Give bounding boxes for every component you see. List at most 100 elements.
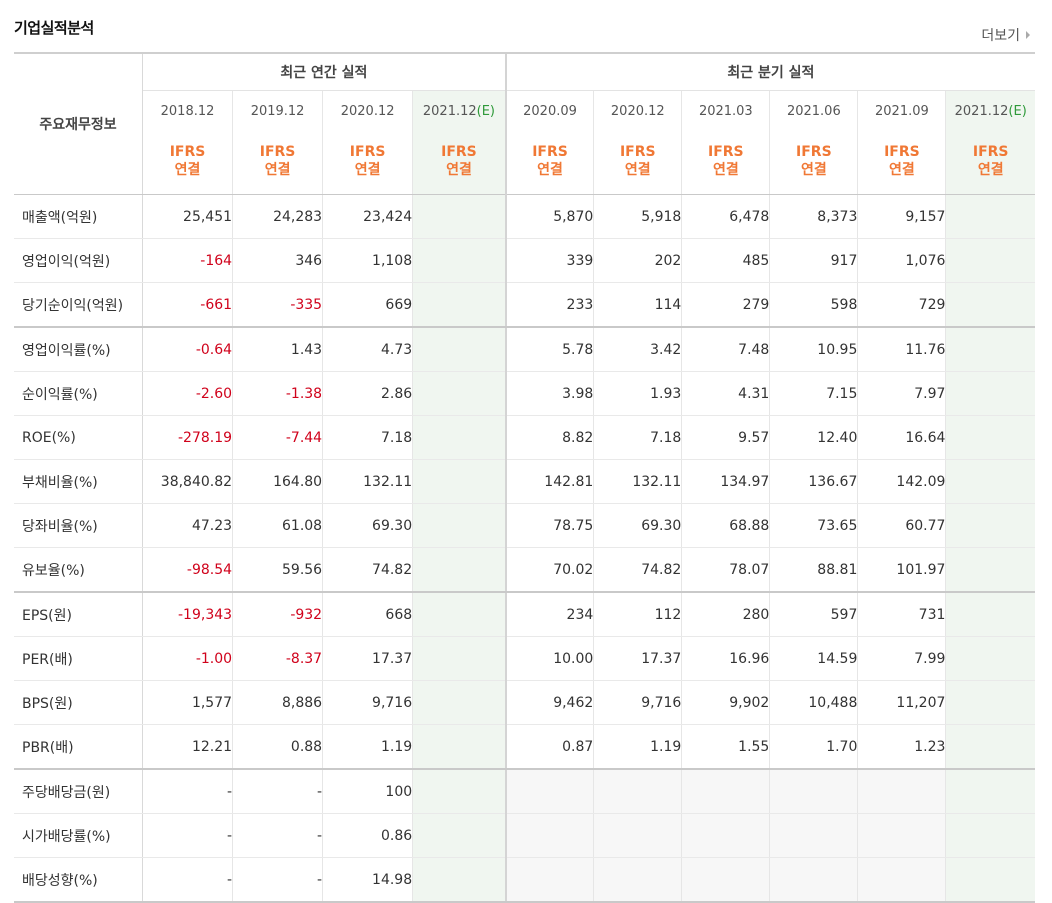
table-cell: -: [232, 769, 323, 814]
table-cell: 23,424: [322, 194, 413, 239]
table-cell: -1.38: [232, 371, 323, 416]
table-row: 배당성향(%) - -14.98: [14, 857, 1035, 903]
table-cell: 70.02: [504, 547, 594, 593]
consolidated-label: 연결: [446, 162, 472, 178]
period-header: 2020.09: [504, 90, 594, 132]
table-row: ROE(%) -278.19 -7.44 7.18 8.82 7.18 9.57 12.40 1…: [14, 415, 1035, 460]
table-cell: [945, 592, 1035, 637]
period-label: 2021.06: [786, 104, 841, 119]
table-cell: 61.08: [232, 503, 323, 548]
table-cell: 9,716: [593, 680, 682, 725]
table-cell: [504, 857, 594, 903]
table-cell: 1,577: [142, 680, 233, 725]
estimate-marker: (E): [476, 104, 495, 119]
table-row: 순이익률(%) -2.60 -1.38 2.86 3.98 1.93 4.31 7.15 7.9…: [14, 371, 1035, 416]
ifrs-badge: IFRS 연결: [322, 132, 413, 195]
table-cell: 1.55: [681, 724, 770, 770]
ifrs-label: IFRS: [259, 144, 296, 160]
row-label: 주당배당금(원): [14, 769, 143, 814]
table-cell: -98.54: [142, 547, 233, 593]
period-header: 2021.09: [857, 90, 946, 132]
table-cell: 4.73: [322, 327, 413, 372]
consolidated-label: 연결: [889, 162, 915, 178]
table-cell: 9,157: [857, 194, 946, 239]
table-cell: [412, 724, 506, 770]
table-cell: [945, 680, 1035, 725]
table-cell: [412, 459, 506, 504]
table-cell: 669: [322, 282, 413, 328]
table-cell: 69.30: [593, 503, 682, 548]
table-cell: 7.18: [322, 415, 413, 460]
more-label: 더보기: [981, 28, 1020, 44]
table-cell: [681, 813, 770, 858]
table-cell: 202: [593, 238, 682, 283]
table-cell: 9,462: [504, 680, 594, 725]
table-cell: [945, 636, 1035, 681]
table-cell: [945, 282, 1035, 328]
table-cell: 78.75: [504, 503, 594, 548]
financial-table: 주요재무정보 최근 연간 실적 최근 분기 실적 2018.12 2019.12 2…: [14, 52, 1035, 903]
more-link[interactable]: 더보기: [981, 25, 1030, 45]
table-cell: [857, 813, 946, 858]
period-header: 2018.12: [142, 90, 233, 132]
table-cell: [593, 813, 682, 858]
consolidated-label: 연결: [800, 162, 827, 178]
table-cell: 5,918: [593, 194, 682, 239]
table-cell: [504, 769, 594, 814]
table-cell: 25,451: [142, 194, 233, 239]
ifrs-badge: IFRS 연결: [593, 132, 682, 195]
ifrs-badge: IFRS 연결: [504, 132, 594, 195]
period-header: 2021.06: [769, 90, 858, 132]
table-cell: [769, 813, 858, 858]
table-cell: [945, 547, 1035, 593]
table-cell: 7.18: [593, 415, 682, 460]
ifrs-badge: IFRS 연결: [681, 132, 770, 195]
table-cell: [412, 503, 506, 548]
ifrs-label: IFRS: [169, 144, 206, 160]
table-cell: 5.78: [504, 327, 594, 372]
table-cell: 7.48: [681, 327, 770, 372]
table-cell: 7.15: [769, 371, 858, 416]
table-cell: 100: [322, 769, 413, 814]
table-row: 주당배당금(원) - -100: [14, 769, 1035, 814]
table-cell: 0.88: [232, 724, 323, 770]
estimate-marker: (E): [1008, 104, 1027, 119]
table-cell: 346: [232, 238, 323, 283]
table-cell: 598: [769, 282, 858, 328]
table-cell: [412, 769, 506, 814]
table-cell: [945, 503, 1035, 548]
table-cell: [945, 769, 1035, 814]
table-cell: 78.07: [681, 547, 770, 593]
ifrs-badge: IFRS 연결: [142, 132, 233, 195]
period-label: 2021.12: [422, 104, 477, 119]
table-cell: -8.37: [232, 636, 323, 681]
table-cell: -661: [142, 282, 233, 328]
ifrs-row: IFRS 연결 IFRS 연결 IFRS 연결 IFRS 연결 IFRS 연결 IFRS 연결 IFRS…: [14, 132, 1035, 195]
table-cell: [945, 813, 1035, 858]
table-cell: 0.87: [504, 724, 594, 770]
period-label: 2020.09: [523, 104, 577, 119]
table-cell: 132.11: [322, 459, 413, 504]
table-cell: [412, 282, 506, 328]
table-cell: [769, 769, 858, 814]
table-cell: 1.19: [322, 724, 413, 770]
table-cell: -2.60: [142, 371, 233, 416]
ifrs-label: IFRS: [796, 144, 832, 160]
table-cell: 132.11: [593, 459, 682, 504]
table-cell: [945, 371, 1035, 416]
period-header: 2020.12: [322, 90, 413, 132]
table-cell: 3.42: [593, 327, 682, 372]
ifrs-label: IFRS: [619, 144, 656, 160]
table-cell: 234: [504, 592, 594, 637]
ifrs-badge: IFRS 연결: [232, 132, 323, 195]
period-header: 2021.12(E): [412, 90, 506, 132]
ifrs-badge: IFRS 연결: [945, 132, 1035, 195]
table-cell: 9.57: [681, 415, 770, 460]
table-cell: 11.76: [857, 327, 946, 372]
table-cell: 114: [593, 282, 682, 328]
ifrs-badge: IFRS 연결: [857, 132, 946, 195]
table-cell: 12.21: [142, 724, 233, 770]
table-cell: 136.67: [769, 459, 858, 504]
table-cell: -: [142, 769, 233, 814]
table-cell: [681, 769, 770, 814]
